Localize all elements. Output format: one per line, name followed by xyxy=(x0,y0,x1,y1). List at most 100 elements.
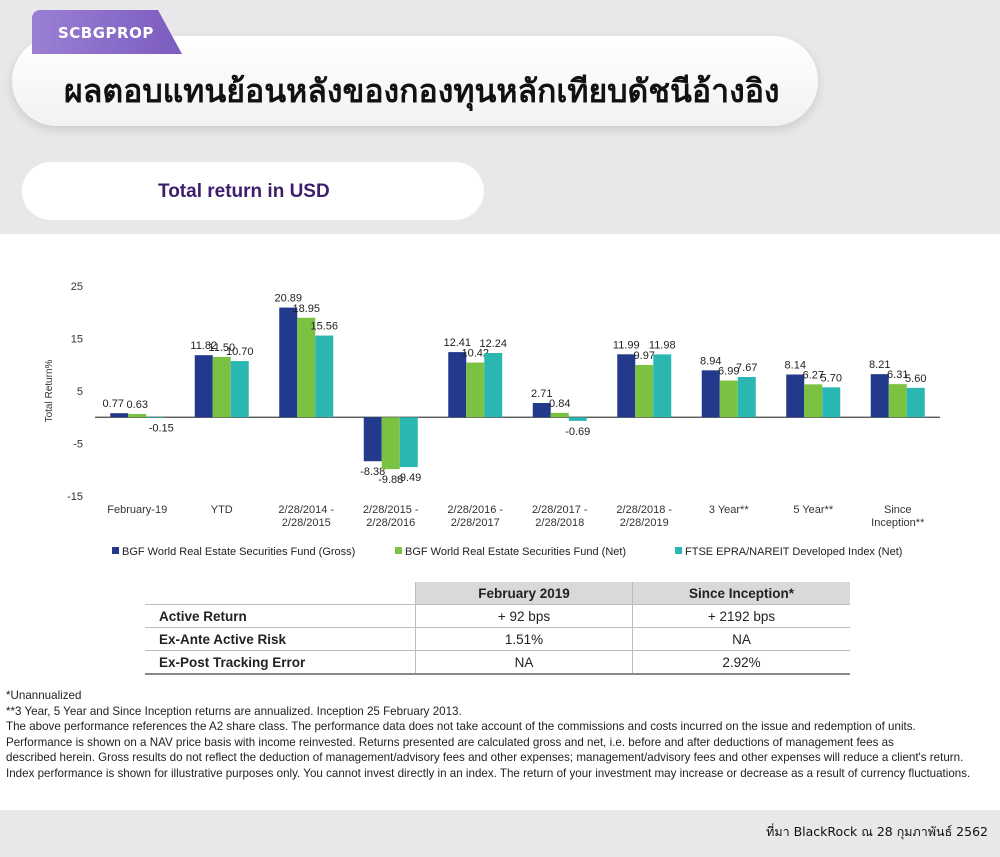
category-label: 2/28/2014 - xyxy=(278,504,334,516)
brand-label: SCBGPROP xyxy=(58,24,154,42)
table-cell: 2.92% xyxy=(632,650,850,675)
data-label: 20.89 xyxy=(274,293,302,305)
bar xyxy=(399,417,418,468)
data-label: 11.98 xyxy=(649,339,676,351)
data-label: 10.42 xyxy=(461,348,489,360)
footnote-line: Performance is shown on a NAV price basi… xyxy=(6,735,894,749)
table-cell: Active Return xyxy=(145,604,416,628)
footnote-line: Index performance is shown for illustrat… xyxy=(6,766,971,780)
bar xyxy=(822,387,841,418)
category-label: 3 Year** xyxy=(709,504,749,516)
category-label: 2/28/2017 xyxy=(451,517,500,529)
table-row: Ex-Ante Active Risk 1.51% NA xyxy=(145,627,850,651)
data-label: 18.95 xyxy=(292,303,320,315)
data-label: 0.84 xyxy=(549,398,570,410)
bar xyxy=(212,356,231,418)
data-label: 11.82 xyxy=(190,340,217,352)
category-label: 2/28/2017 - xyxy=(532,504,588,516)
y-tick-label: -5 xyxy=(73,439,83,451)
legend-swatch xyxy=(112,547,119,554)
legend-label: BGF World Real Estate Securities Fund (G… xyxy=(122,546,355,558)
total-return-chart: 25 15 5 -5 -15 Total Return% 0.77 11.82 20.89 -8.… xyxy=(44,281,940,558)
data-label: 6.99 xyxy=(718,366,739,378)
bar xyxy=(888,384,907,418)
bar xyxy=(381,417,400,470)
y-axis-label: Total Return% xyxy=(44,359,55,422)
category-label: February-19 xyxy=(107,504,167,516)
data-label: 10.70 xyxy=(226,346,254,358)
bar xyxy=(701,370,720,418)
category-label: 2/28/2018 xyxy=(535,517,584,529)
table-cell: Ex-Ante Active Risk xyxy=(145,627,416,651)
data-label: 7.67 xyxy=(736,362,757,374)
category-label: 2/28/2015 - xyxy=(363,504,419,516)
y-tick-label: 5 xyxy=(77,386,83,398)
legend-label: BGF World Real Estate Securities Fund (N… xyxy=(405,546,626,558)
data-label: 5.70 xyxy=(821,372,842,384)
data-label: 11.50 xyxy=(208,342,235,354)
data-label: 8.94 xyxy=(700,355,721,367)
bar xyxy=(315,335,334,418)
table-cell: Ex-Post Tracking Error xyxy=(145,650,416,675)
subtitle-banner xyxy=(22,162,484,220)
data-label: 6.27 xyxy=(803,369,824,381)
data-label: 15.56 xyxy=(310,321,338,333)
footnote-line: described herein. Gross results do not r… xyxy=(6,751,964,765)
data-label: 8.14 xyxy=(785,360,806,372)
legend-label: FTSE EPRA/NAREIT Developed Index (Net) xyxy=(685,546,902,558)
data-label: 2.71 xyxy=(531,388,552,400)
footnote-line: **3 Year, 5 Year and Since Inception ret… xyxy=(6,704,462,718)
bar xyxy=(363,417,382,462)
bar xyxy=(128,413,147,418)
data-label: 8.21 xyxy=(869,359,890,371)
bar xyxy=(737,376,756,418)
bar xyxy=(448,352,467,418)
bar xyxy=(906,387,925,418)
category-label: 2/28/2018 - xyxy=(616,504,672,516)
bar xyxy=(870,374,889,418)
bar xyxy=(146,417,165,419)
content-panel xyxy=(0,234,1000,810)
data-label: -0.69 xyxy=(565,426,590,438)
y-tick-label: 25 xyxy=(71,281,83,293)
table-header-empty xyxy=(145,582,416,605)
bar xyxy=(635,364,654,418)
category-label: 5 Year** xyxy=(793,504,833,516)
bar xyxy=(297,317,316,418)
category-label: 2/28/2016 xyxy=(366,517,415,529)
y-tick-label: -15 xyxy=(67,491,83,503)
table-cell: 1.51% xyxy=(415,627,633,651)
bar xyxy=(786,374,805,418)
data-label: 5.60 xyxy=(905,373,926,385)
data-label: 6.31 xyxy=(887,369,908,381)
table-row: Ex-Post Tracking Error NA 2.92% xyxy=(145,650,850,675)
bar xyxy=(484,352,503,418)
bar xyxy=(279,307,298,418)
brand-tab: SCBGPROP xyxy=(32,10,182,54)
data-label: 0.63 xyxy=(127,399,148,411)
table-header-feb: February 2019 xyxy=(415,582,633,605)
table-header-inception: Since Inception* xyxy=(632,582,850,605)
data-label: -0.15 xyxy=(149,422,174,434)
footnotes: *Unannualized **3 Year, 5 Year and Since… xyxy=(6,688,1000,782)
bar xyxy=(550,412,569,418)
data-label: 0.77 xyxy=(103,398,124,410)
bar xyxy=(532,403,551,418)
page-title: ผลตอบแทนย้อนหลังของกองทุนหลักเทียบดัชนีอ… xyxy=(64,72,780,110)
legend-swatch xyxy=(395,547,402,554)
category-label: 2/28/2019 xyxy=(620,517,669,529)
risk-table: February 2019 Since Inception* Active Re… xyxy=(145,582,850,675)
bar xyxy=(466,362,485,418)
data-label: 12.24 xyxy=(479,338,507,350)
bar xyxy=(804,384,823,418)
data-label: -9.49 xyxy=(396,472,421,484)
table-header-row: February 2019 Since Inception* xyxy=(145,582,850,605)
data-label: -8.38 xyxy=(360,466,385,478)
table-cell: NA xyxy=(632,627,850,651)
table-row: Active Return + 92 bps + 2192 bps xyxy=(145,604,850,628)
bar xyxy=(194,355,213,418)
bar xyxy=(568,417,587,421)
y-tick-label: 15 xyxy=(71,334,83,346)
category-label: 2/28/2016 - xyxy=(447,504,503,516)
data-label: -9.88 xyxy=(378,474,403,486)
